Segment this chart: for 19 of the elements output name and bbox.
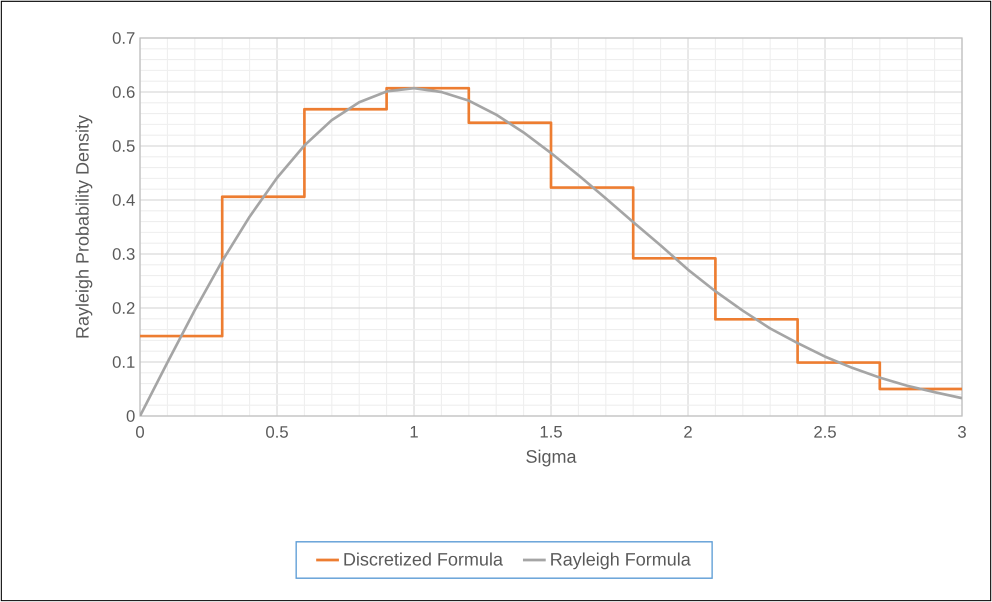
legend-label: Rayleigh Formula [551,552,691,570]
x-tick-label: 2 [684,426,692,438]
y-tick-label: 0.3 [112,248,135,260]
x-tick-label: 1 [410,426,418,438]
y-tick-label: 0.5 [112,140,135,152]
x-tick-label: 2.5 [814,426,836,438]
y-tick-label: 0.4 [112,194,135,206]
y-tick-label: 0.6 [112,86,135,98]
x-tick-label: 0.5 [266,426,288,438]
y-tick-label: 0 [126,410,135,422]
y-tick-label: 0.7 [112,32,134,44]
x-tick-label: 1.5 [540,426,562,438]
legend-label: Discretized Formula [344,552,503,566]
x-axis-title: Sigma [526,450,577,466]
y-tick-label: 0.2 [112,302,134,314]
x-tick-label: 0 [136,426,144,438]
y-tick-label: 0.1 [112,356,134,368]
y-axis-title: Rayleigh Probability Density [76,115,92,338]
x-tick-label: 3 [958,426,966,438]
